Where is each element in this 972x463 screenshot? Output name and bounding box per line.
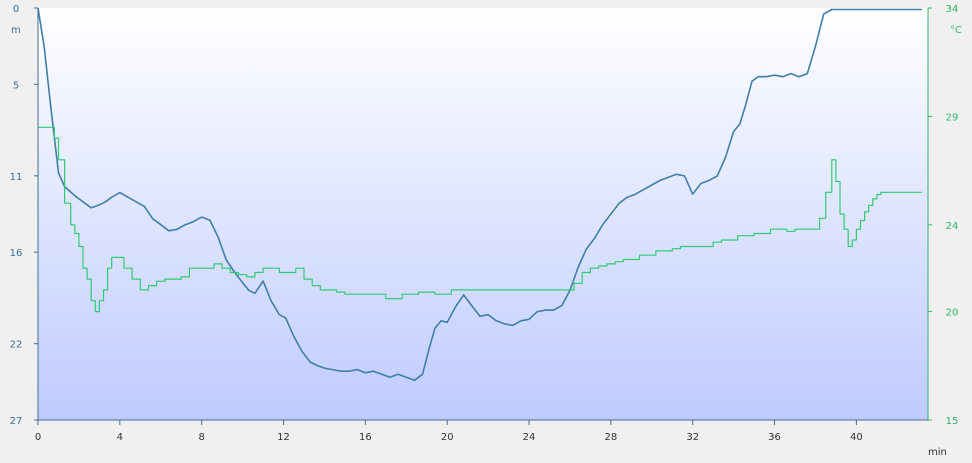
left-tick-label: 0 bbox=[13, 4, 19, 15]
left-tick-label: 27 bbox=[10, 416, 23, 427]
x-tick-label: 24 bbox=[523, 432, 536, 443]
depth-series-line bbox=[37, 7, 922, 382]
left-axis-unit: m bbox=[11, 25, 21, 36]
left-tick-label: 5 bbox=[13, 80, 19, 91]
x-axis-ticks: 0 4 8 12 16 20 24 28 32 36 40 bbox=[35, 420, 863, 443]
x-tick-label: 28 bbox=[605, 432, 618, 443]
x-tick-label: 8 bbox=[198, 432, 204, 443]
x-axis-unit: min bbox=[928, 447, 947, 458]
x-tick-label: 0 bbox=[35, 432, 41, 443]
right-tick-label: 29 bbox=[946, 112, 959, 123]
right-axis-ticks: 34 29 24 20 15 bbox=[928, 4, 958, 427]
temperature-series-line bbox=[38, 126, 922, 313]
left-tick-label: 11 bbox=[10, 172, 23, 183]
x-tick-label: 36 bbox=[768, 432, 781, 443]
x-tick-label: 12 bbox=[277, 432, 290, 443]
left-axis-ticks: 0 5 11 16 22 27 bbox=[10, 4, 38, 427]
x-tick-label: 16 bbox=[359, 432, 372, 443]
series-layer bbox=[37, 7, 922, 382]
left-tick-label: 16 bbox=[10, 248, 23, 259]
x-tick-label: 20 bbox=[441, 432, 454, 443]
x-tick-label: 32 bbox=[686, 432, 699, 443]
right-axis-unit: °C bbox=[950, 25, 962, 36]
right-tick-label: 15 bbox=[946, 416, 959, 427]
plot-area bbox=[38, 8, 928, 420]
right-tick-label: 34 bbox=[946, 4, 959, 15]
right-tick-label: 24 bbox=[946, 221, 959, 232]
left-tick-label: 22 bbox=[10, 340, 23, 351]
x-tick-label: 40 bbox=[850, 432, 863, 443]
right-tick-label: 20 bbox=[946, 308, 959, 319]
x-tick-label: 4 bbox=[117, 432, 123, 443]
